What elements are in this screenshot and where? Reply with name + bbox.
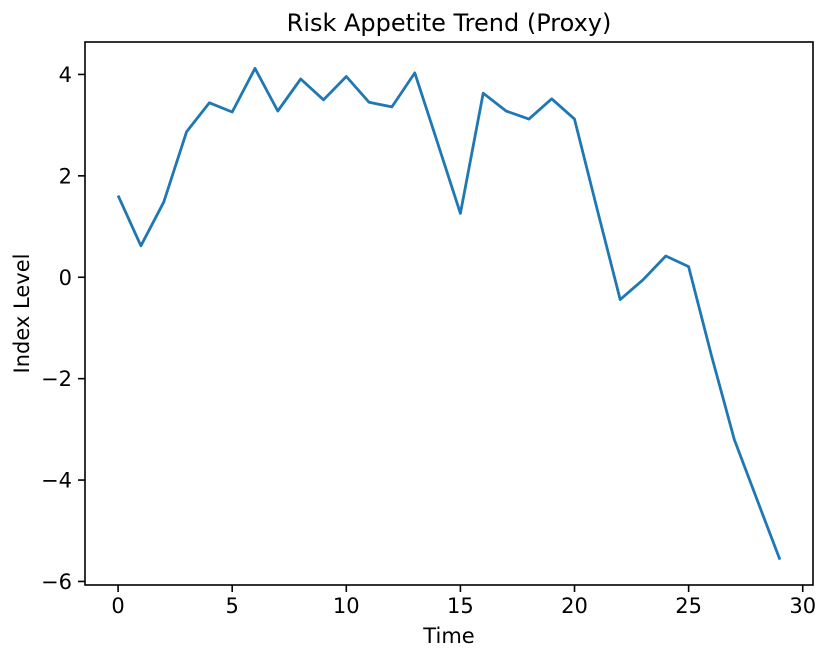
plot-area xyxy=(84,41,814,586)
x-tick-label: 25 xyxy=(675,594,702,618)
y-tick-label: 0 xyxy=(59,266,72,290)
y-tick-label: −2 xyxy=(41,367,72,391)
y-axis-ticks: −6 −4 −2 0 2 4 xyxy=(41,63,85,594)
y-axis-label: Index Level xyxy=(10,254,34,374)
y-tick-label: 4 xyxy=(59,63,72,87)
x-tick-label: 30 xyxy=(789,594,816,618)
x-axis-label: Time xyxy=(422,624,474,648)
y-tick-label: −6 xyxy=(41,570,72,594)
x-tick-label: 10 xyxy=(333,594,360,618)
x-tick-label: 15 xyxy=(447,594,474,618)
y-tick-label: −4 xyxy=(41,469,72,493)
y-tick-label: 2 xyxy=(59,164,72,188)
chart-title: Risk Appetite Trend (Proxy) xyxy=(287,9,612,37)
trend-line xyxy=(116,67,782,561)
x-tick-label: 5 xyxy=(226,594,239,618)
x-tick-label: 0 xyxy=(111,594,124,618)
x-tick-label: 20 xyxy=(561,594,588,618)
x-axis-ticks: 0 5 10 15 20 25 30 xyxy=(111,585,816,618)
